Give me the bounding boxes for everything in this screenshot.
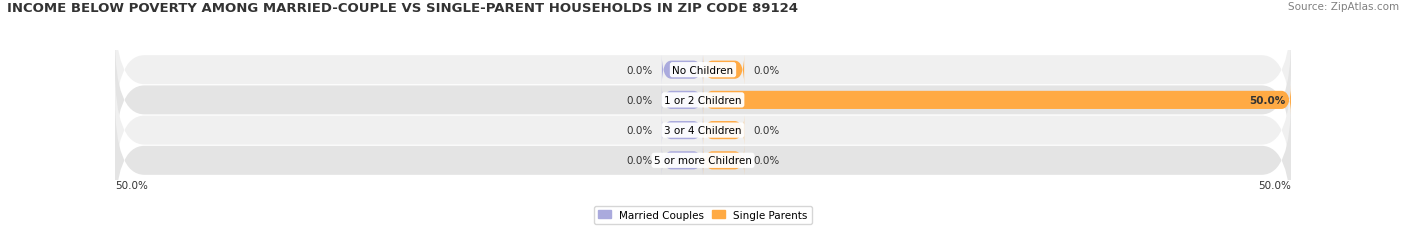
FancyBboxPatch shape: [703, 55, 744, 85]
Text: 50.0%: 50.0%: [1258, 180, 1291, 190]
FancyBboxPatch shape: [662, 55, 703, 85]
Text: 0.0%: 0.0%: [626, 156, 652, 166]
FancyBboxPatch shape: [703, 85, 1291, 116]
Text: 0.0%: 0.0%: [626, 126, 652, 136]
FancyBboxPatch shape: [662, 85, 703, 116]
FancyBboxPatch shape: [662, 116, 703, 146]
Text: No Children: No Children: [672, 65, 734, 75]
FancyBboxPatch shape: [115, 10, 1291, 131]
Text: 1 or 2 Children: 1 or 2 Children: [664, 95, 742, 105]
Text: INCOME BELOW POVERTY AMONG MARRIED-COUPLE VS SINGLE-PARENT HOUSEHOLDS IN ZIP COD: INCOME BELOW POVERTY AMONG MARRIED-COUPL…: [7, 2, 799, 15]
Text: 0.0%: 0.0%: [754, 126, 780, 136]
Text: 0.0%: 0.0%: [754, 65, 780, 75]
FancyBboxPatch shape: [662, 146, 703, 176]
Text: 0.0%: 0.0%: [754, 156, 780, 166]
FancyBboxPatch shape: [703, 146, 744, 176]
Text: 0.0%: 0.0%: [626, 95, 652, 105]
FancyBboxPatch shape: [115, 40, 1291, 161]
FancyBboxPatch shape: [115, 70, 1291, 191]
FancyBboxPatch shape: [115, 100, 1291, 221]
Text: 0.0%: 0.0%: [626, 65, 652, 75]
Text: 50.0%: 50.0%: [1249, 95, 1285, 105]
Legend: Married Couples, Single Parents: Married Couples, Single Parents: [595, 206, 811, 224]
FancyBboxPatch shape: [703, 116, 744, 146]
Text: 5 or more Children: 5 or more Children: [654, 156, 752, 166]
Text: 3 or 4 Children: 3 or 4 Children: [664, 126, 742, 136]
Text: 50.0%: 50.0%: [115, 180, 148, 190]
Text: Source: ZipAtlas.com: Source: ZipAtlas.com: [1288, 2, 1399, 12]
